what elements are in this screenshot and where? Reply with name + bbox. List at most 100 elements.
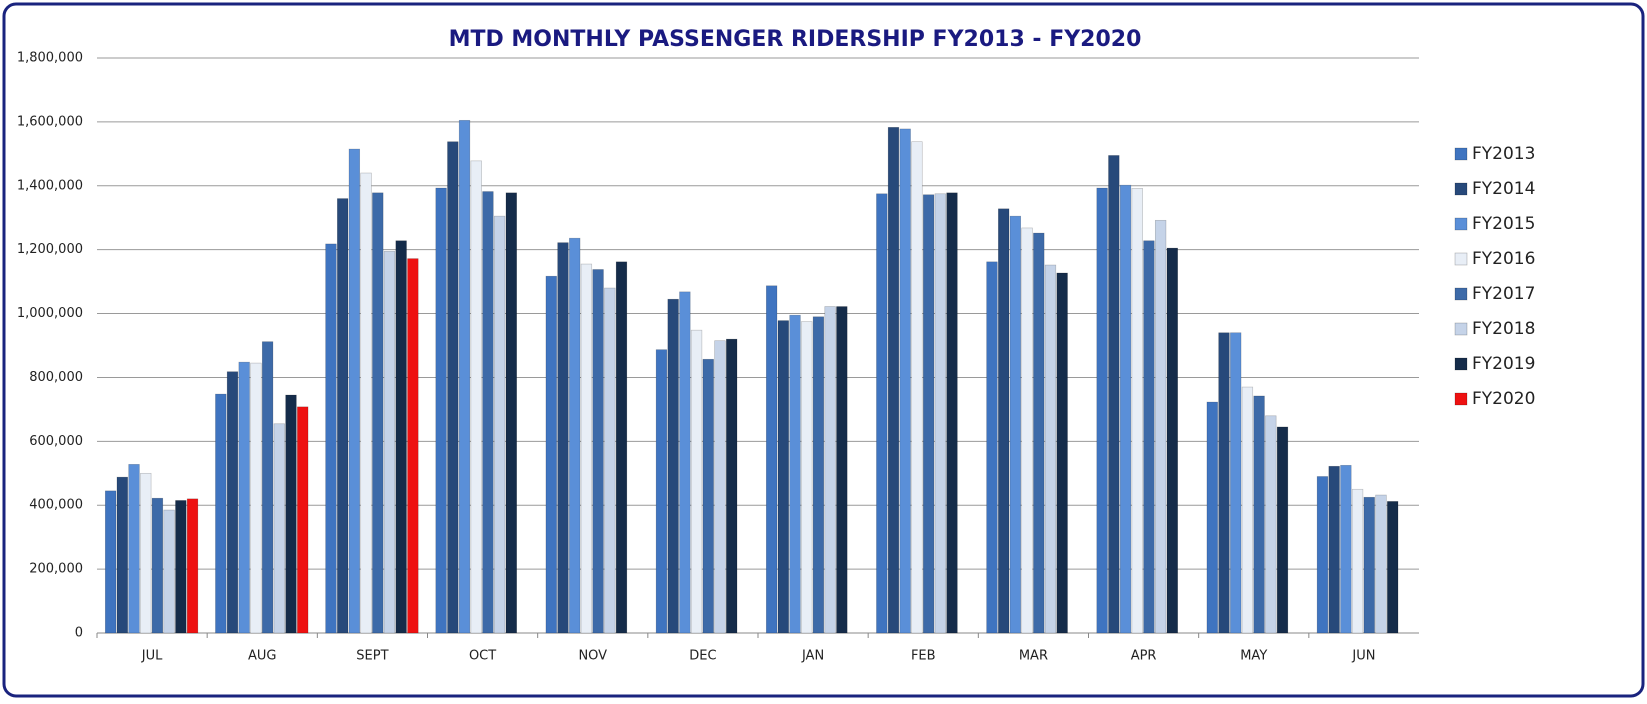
- bar: [690, 329, 703, 634]
- bar: [1108, 155, 1120, 634]
- bar: [777, 320, 789, 634]
- bar: [1009, 215, 1022, 634]
- bar: [325, 243, 337, 634]
- bar: [435, 187, 447, 634]
- x-tick-label: JAN: [801, 649, 824, 664]
- bar: [922, 194, 935, 634]
- legend-swatch: [1454, 357, 1468, 371]
- bar: [836, 306, 848, 634]
- bar: [128, 464, 140, 634]
- bar: [667, 298, 679, 634]
- bar: [702, 358, 714, 634]
- y-tick-label: 1,200,000: [17, 242, 83, 257]
- bar: [458, 119, 471, 634]
- y-tick-label: 1,000,000: [17, 306, 83, 321]
- y-tick-label: 0: [75, 626, 83, 641]
- bar: [151, 497, 164, 634]
- bar: [726, 338, 738, 634]
- legend-label: FY2020: [1472, 389, 1535, 409]
- x-tick-label: FEB: [911, 649, 936, 664]
- bar: [1253, 395, 1265, 634]
- bar: [580, 263, 593, 634]
- bar: [1375, 494, 1387, 634]
- x-tick-label: DEC: [689, 649, 716, 664]
- bar: [1328, 465, 1340, 634]
- legend-swatch: [1454, 322, 1468, 336]
- bar: [1206, 401, 1218, 634]
- y-tick-label: 1,600,000: [17, 114, 83, 129]
- bar: [226, 371, 239, 634]
- bar: [801, 321, 813, 634]
- bar: [789, 314, 801, 634]
- bar: [911, 141, 923, 634]
- y-tick-label: 1,800,000: [17, 51, 83, 66]
- y-tick-label: 200,000: [29, 562, 83, 577]
- bar: [615, 261, 628, 634]
- bar: [261, 341, 274, 634]
- bar: [1340, 464, 1352, 634]
- bar: [679, 291, 691, 634]
- bar: [348, 148, 361, 634]
- bar: [337, 198, 349, 634]
- bar: [1044, 264, 1057, 634]
- legend-label: FY2016: [1472, 249, 1535, 269]
- bar: [372, 192, 384, 634]
- bar: [765, 285, 778, 634]
- bar: [1265, 415, 1277, 634]
- y-tick-label: 800,000: [29, 370, 83, 385]
- y-tick-label: 1,400,000: [17, 178, 83, 193]
- bar: [812, 316, 825, 634]
- x-tick-label: MAR: [1019, 649, 1048, 664]
- bar: [273, 423, 285, 634]
- bar: [297, 406, 309, 634]
- x-tick-label: JUL: [141, 649, 163, 664]
- bar: [934, 193, 946, 634]
- bar: [946, 192, 958, 634]
- legend-swatch: [1454, 392, 1468, 406]
- bar: [824, 306, 836, 634]
- bar: [1096, 187, 1108, 634]
- bar: [899, 128, 911, 634]
- legend-swatch: [1454, 147, 1468, 161]
- bar: [1218, 332, 1230, 634]
- bar: [360, 172, 372, 634]
- x-tick-label: OCT: [469, 649, 496, 664]
- bar: [604, 287, 616, 634]
- bar: [1276, 426, 1289, 634]
- bar: [1021, 227, 1033, 634]
- legend-label: FY2019: [1472, 354, 1535, 374]
- bar: [163, 509, 175, 634]
- bar: [1363, 496, 1375, 634]
- bar: [447, 141, 459, 634]
- bar: [285, 394, 297, 634]
- legend-swatch: [1454, 217, 1468, 231]
- bar: [104, 490, 117, 634]
- bar: [1131, 188, 1143, 634]
- bar: [383, 250, 396, 634]
- bar: [1143, 240, 1155, 634]
- legend-label: FY2018: [1472, 319, 1535, 339]
- legend-swatch: [1454, 182, 1468, 196]
- legend-swatch: [1454, 287, 1468, 301]
- x-tick-label: AUG: [248, 649, 276, 664]
- chart-title: MTD MONTHLY PASSENGER RIDERSHIP FY2013 -…: [449, 27, 1142, 52]
- bar: [407, 258, 419, 634]
- legend-swatch: [1454, 252, 1468, 266]
- y-tick-label: 600,000: [29, 434, 83, 449]
- bar: [482, 191, 494, 634]
- bar: [116, 476, 128, 634]
- x-tick-label: MAY: [1240, 649, 1267, 664]
- bar: [1119, 184, 1132, 634]
- bar: [175, 500, 187, 634]
- bar: [1351, 488, 1364, 634]
- bar: [545, 275, 557, 634]
- bar: [186, 498, 199, 634]
- x-tick-label: JUN: [1351, 649, 1375, 664]
- bar: [655, 349, 668, 634]
- bar: [215, 393, 227, 634]
- x-tick-label: SEPT: [356, 649, 388, 664]
- bar: [1166, 247, 1178, 634]
- bar: [505, 192, 517, 634]
- bar: [887, 127, 900, 634]
- x-tick-label: APR: [1131, 649, 1157, 664]
